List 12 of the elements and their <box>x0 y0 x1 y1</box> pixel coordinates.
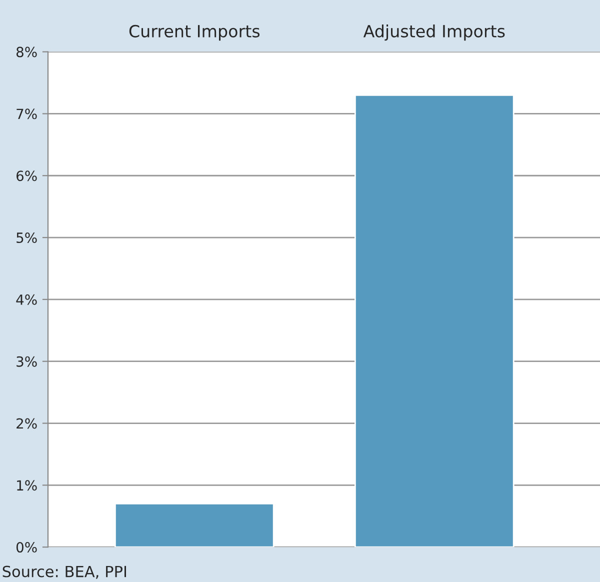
y-tick-label: 2% <box>16 418 37 429</box>
y-tick-label: 8% <box>16 46 37 58</box>
y-tick-label: 4% <box>16 294 37 305</box>
y-tick-label: 3% <box>16 356 37 367</box>
y-tick-label: 6% <box>16 170 37 182</box>
y-tick-label: 1% <box>17 480 37 491</box>
y-tick-label: 5% <box>16 232 37 244</box>
source-note: Source: BEA, PPI <box>2 566 126 579</box>
y-tick-label: 7% <box>16 108 37 120</box>
x-tick-label: Adjusted Imports <box>363 24 505 41</box>
y-tick-label: 0% <box>16 542 37 553</box>
x-tick-label: Current Imports <box>129 24 260 41</box>
